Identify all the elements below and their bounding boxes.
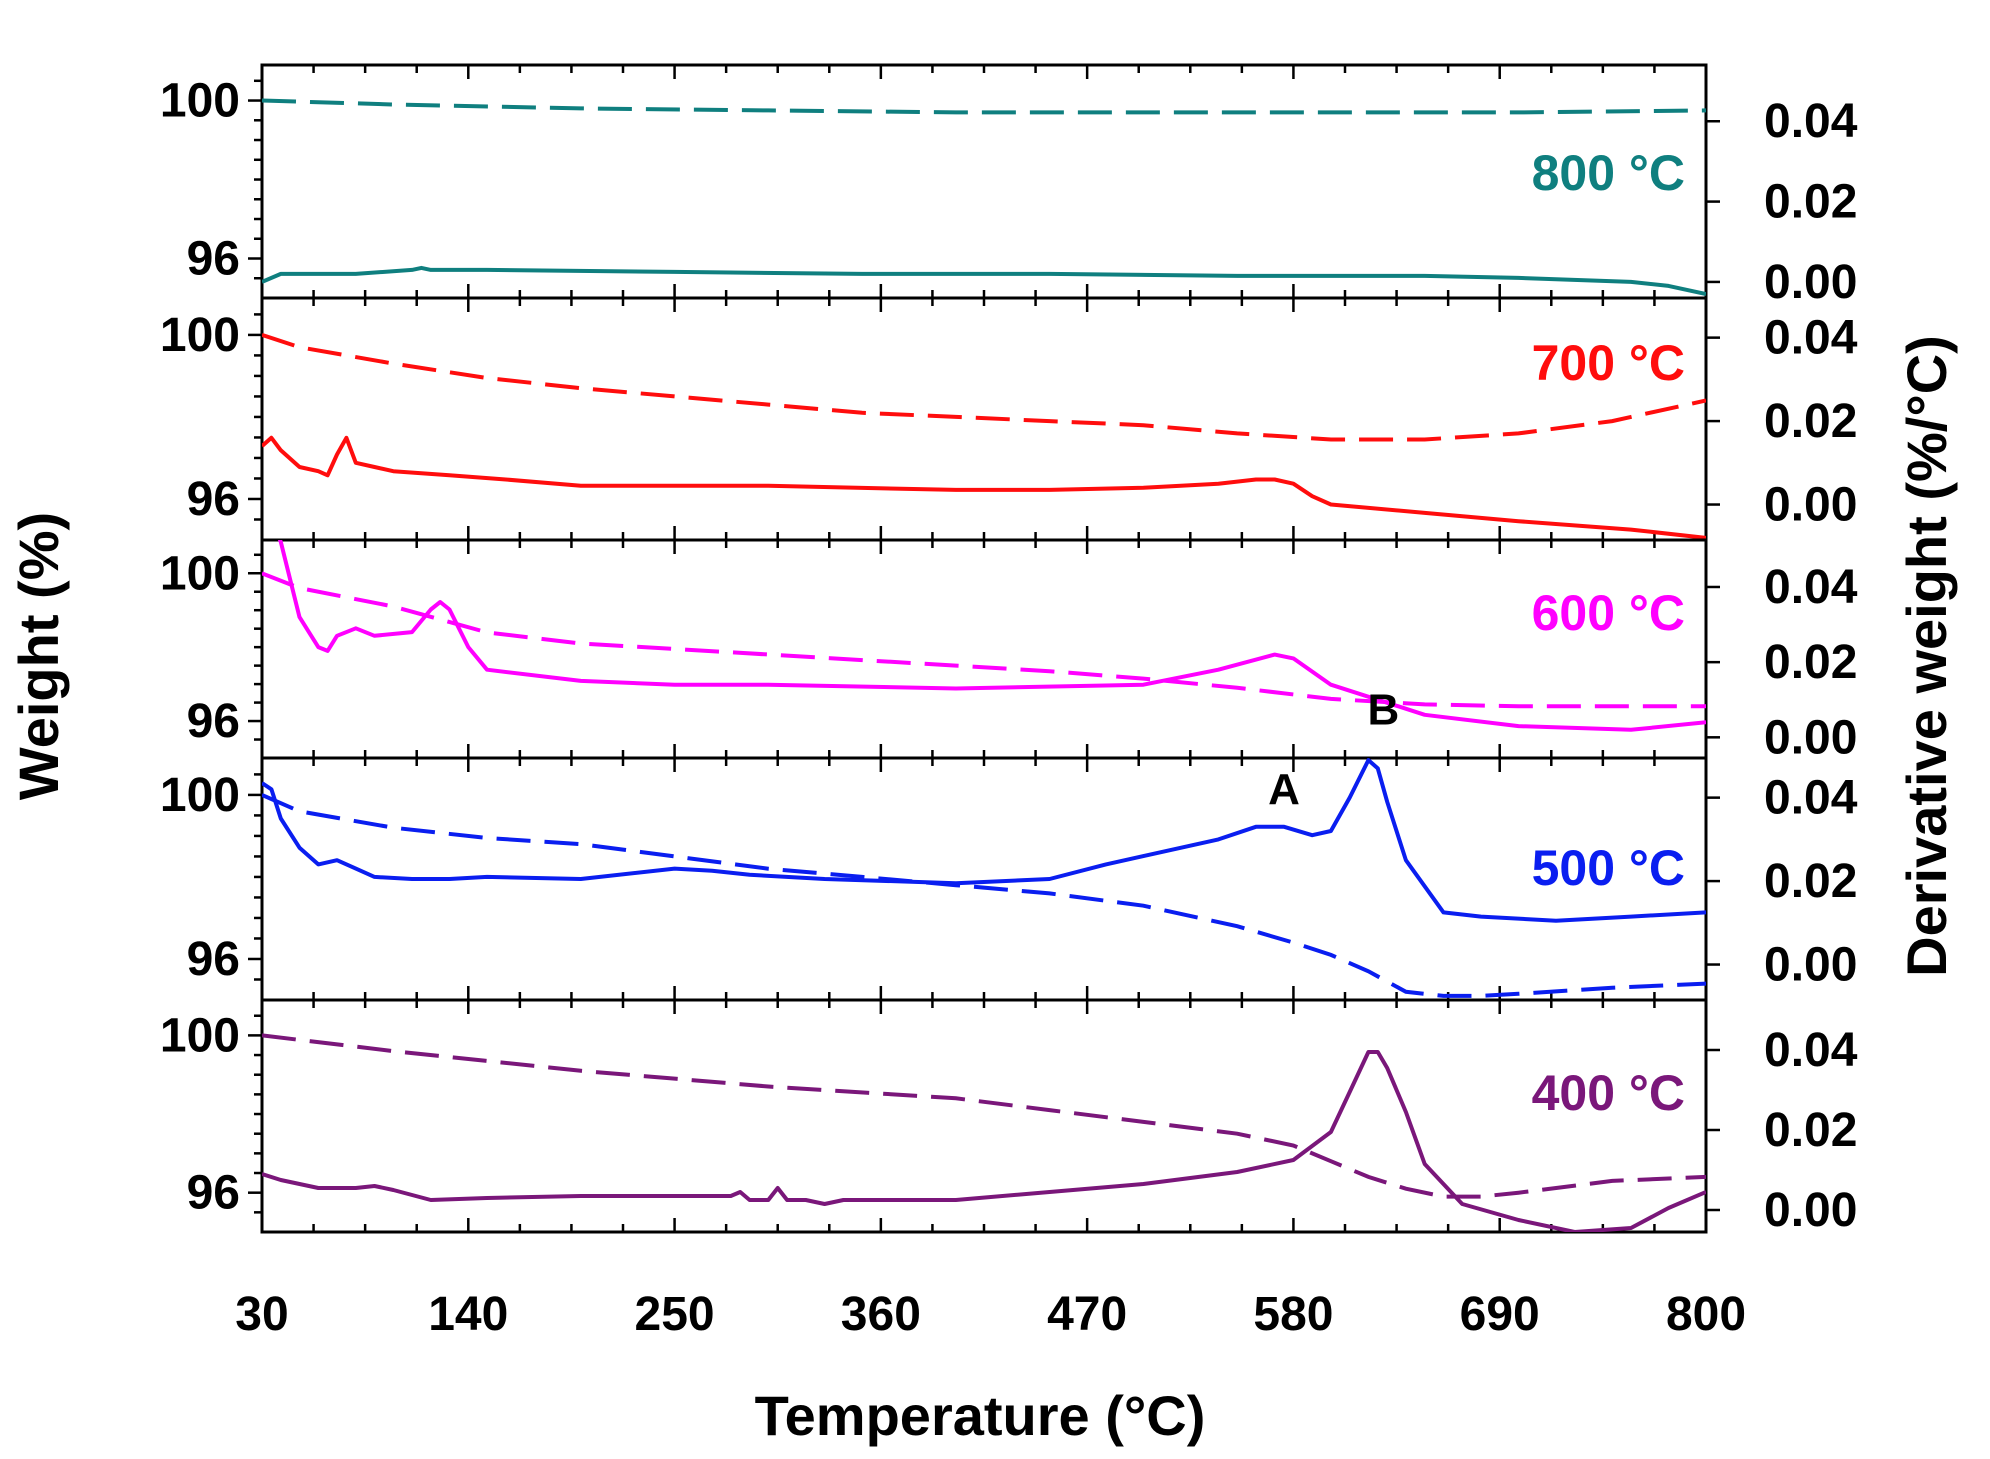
- deriv-tick-label: 0.04: [1764, 95, 1858, 148]
- deriv-tick-label: 0.02: [1764, 636, 1857, 689]
- weight-tick-label: 100: [160, 75, 240, 128]
- derivative-curve: [262, 1050, 1706, 1232]
- panel-label: 400 °C: [1532, 1065, 1685, 1121]
- peak-annotation: B: [1368, 686, 1400, 735]
- deriv-tick-label: 0.02: [1764, 395, 1857, 448]
- panel-label: 800 °C: [1532, 145, 1685, 201]
- deriv-tick-label: 0.00: [1764, 1184, 1857, 1237]
- deriv-tick-label: 0.04: [1764, 1024, 1858, 1077]
- panel-label: 700 °C: [1532, 335, 1685, 391]
- x-tick-label: 360: [841, 1288, 921, 1341]
- panel-frame: [260, 63, 1708, 300]
- left-axis-title: Weight (%): [7, 512, 70, 800]
- weight-tick-label: 100: [160, 1009, 240, 1062]
- weight-tick-label: 96: [187, 695, 240, 748]
- x-tick-label: 250: [635, 1288, 715, 1341]
- x-axis-title: Temperature (°C): [755, 1384, 1206, 1447]
- deriv-tick-label: 0.00: [1764, 479, 1857, 532]
- x-tick-label: 690: [1460, 1288, 1540, 1341]
- x-tick-label: 470: [1047, 1288, 1127, 1341]
- deriv-tick-label: 0.02: [1764, 176, 1857, 229]
- deriv-tick-label: 0.04: [1764, 312, 1858, 365]
- x-tick-label: 800: [1666, 1288, 1746, 1341]
- weight-curve: [262, 98, 1706, 115]
- weight-tick-label: 96: [187, 933, 240, 986]
- weight-tick-label: 100: [160, 769, 240, 822]
- weight-tick-label: 96: [187, 473, 240, 526]
- derivative-curve: [262, 435, 1706, 540]
- deriv-tick-label: 0.02: [1764, 1104, 1857, 1157]
- deriv-tick-label: 0.04: [1764, 772, 1858, 825]
- peak-annotation: A: [1268, 765, 1300, 814]
- panels-group: 100 96 0.04 0.02 0.00 800 °C 100 96 0.04 0.02 0.00…: [160, 63, 1858, 1237]
- weight-tick-label: 100: [160, 547, 240, 600]
- panel-5: 100 96 0.04 0.02 0.00 400 °C: [160, 998, 1858, 1237]
- deriv-tick-label: 0.00: [1764, 939, 1857, 992]
- panel-2: 100 96 0.04 0.02 0.00 700 °C: [160, 296, 1858, 542]
- derivative-curve: [277, 540, 1706, 732]
- panel-label: 500 °C: [1532, 840, 1685, 896]
- x-tick-label: 580: [1253, 1288, 1333, 1341]
- weight-tick-label: 96: [187, 233, 240, 286]
- panel-label: 600 °C: [1532, 585, 1685, 641]
- panel-4: 100 96 0.04 0.02 0.00 500 °C A B: [160, 686, 1858, 1002]
- weight-curve: [262, 793, 1706, 998]
- derivative-curve: [262, 758, 1706, 923]
- x-tick-label: 140: [428, 1288, 508, 1341]
- deriv-tick-label: 0.02: [1764, 855, 1857, 908]
- weight-tick-label: 96: [187, 1167, 240, 1220]
- derivative-curve: [262, 265, 1706, 296]
- weight-curve: [262, 1033, 1706, 1199]
- panel-3: 100 96 0.04 0.02 0.00 600 °C: [160, 538, 1858, 764]
- panel-frame: [260, 538, 1708, 760]
- x-tick-label: 30: [235, 1288, 288, 1341]
- panel-1: 100 96 0.04 0.02 0.00 800 °C: [160, 63, 1858, 309]
- deriv-tick-label: 0.04: [1764, 561, 1858, 614]
- weight-tick-label: 100: [160, 309, 240, 362]
- deriv-tick-label: 0.00: [1764, 256, 1857, 309]
- deriv-tick-label: 0.00: [1764, 711, 1857, 764]
- x-axis-ticks: 30 140 250 360 470 580 690 800: [235, 1288, 1746, 1341]
- right-axis-title: Derivative weight (%/°C): [1895, 335, 1958, 977]
- weight-curve: [262, 332, 1706, 442]
